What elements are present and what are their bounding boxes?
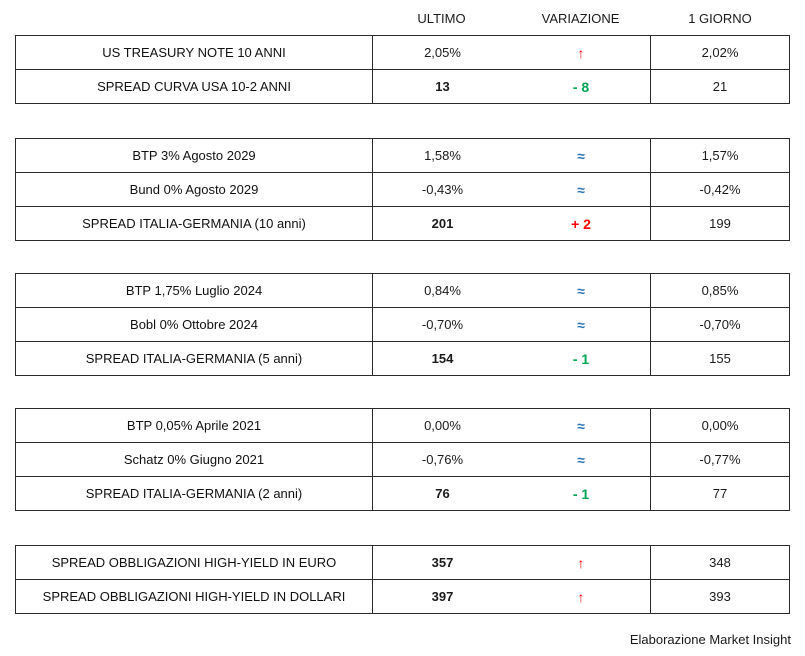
variazione-indicator: - 8: [512, 70, 651, 103]
table-header: ULTIMO VARIAZIONE 1 GIORNO: [15, 8, 790, 28]
giorno-value: 77: [712, 486, 728, 501]
ultimo-value: 2,05%: [424, 45, 461, 60]
ultimo-value: 201: [431, 216, 454, 231]
ultimo-value: 357: [431, 555, 454, 570]
row-label: SPREAD OBBLIGAZIONI HIGH-YIELD IN EURO: [16, 546, 373, 579]
table-row: BTP 3% Agosto 2029 1,58% ≈ 1,57%: [16, 139, 789, 172]
row-label: SPREAD ITALIA-GERMANIA (10 anni): [16, 207, 373, 240]
table-row: SPREAD CURVA USA 10-2 ANNI 13 - 8 21: [16, 69, 789, 103]
variazione-indicator: ≈: [512, 274, 651, 307]
header-spacer: [15, 8, 372, 28]
table-row: SPREAD ITALIA-GERMANIA (5 anni) 154 - 1 …: [16, 341, 789, 375]
variazione-indicator: - 1: [512, 477, 651, 510]
row-label: SPREAD OBBLIGAZIONI HIGH-YIELD IN DOLLAR…: [16, 580, 373, 613]
ultimo-value: 397: [431, 589, 454, 604]
giorno-value: 0,85%: [701, 283, 739, 298]
row-label: Bund 0% Agosto 2029: [16, 173, 373, 206]
italy-germany-5y-block: BTP 1,75% Luglio 2024 0,84% ≈ 0,85% Bobl…: [15, 273, 790, 376]
table-row: Schatz 0% Giugno 2021 -0,76% ≈ -0,77%: [16, 442, 789, 476]
giorno-value: -0,70%: [699, 317, 741, 332]
giorno-value: 393: [709, 589, 731, 604]
giorno-value: 2,02%: [701, 45, 739, 60]
variazione-indicator: ≈: [512, 308, 651, 341]
ultimo-value: 76: [435, 486, 450, 501]
row-label: Schatz 0% Giugno 2021: [16, 443, 373, 476]
table-row: Bund 0% Agosto 2029 -0,43% ≈ -0,42%: [16, 172, 789, 206]
giorno-value: 0,00%: [701, 418, 739, 433]
ultimo-value: 13: [435, 79, 450, 94]
variazione-indicator: ↑: [512, 546, 651, 579]
row-label: SPREAD CURVA USA 10-2 ANNI: [16, 70, 373, 103]
high-yield-block: SPREAD OBBLIGAZIONI HIGH-YIELD IN EURO 3…: [15, 545, 790, 614]
variazione-indicator: + 2: [512, 207, 651, 240]
variazione-indicator: ↑: [512, 36, 651, 69]
variazione-indicator: ↑: [512, 580, 651, 613]
row-label: BTP 0,05% Aprile 2021: [16, 409, 373, 442]
ultimo-value: -0,43%: [421, 182, 464, 197]
italy-germany-2y-block: BTP 0,05% Aprile 2021 0,00% ≈ 0,00% Scha…: [15, 408, 790, 511]
giorno-value: 1,57%: [701, 148, 739, 163]
ultimo-value: 0,00%: [424, 418, 461, 433]
row-label: BTP 3% Agosto 2029: [16, 139, 373, 172]
ultimo-value: 154: [431, 351, 454, 366]
table-row: BTP 0,05% Aprile 2021 0,00% ≈ 0,00%: [16, 409, 789, 442]
giorno-value: 21: [712, 79, 728, 94]
row-label: Bobl 0% Ottobre 2024: [16, 308, 373, 341]
us-treasury-block: US TREASURY NOTE 10 ANNI 2,05% ↑ 2,02% S…: [15, 35, 790, 104]
table-row: SPREAD OBBLIGAZIONI HIGH-YIELD IN DOLLAR…: [16, 579, 789, 613]
ultimo-value: 1,58%: [424, 148, 461, 163]
ultimo-value: -0,76%: [421, 452, 464, 467]
row-label: BTP 1,75% Luglio 2024: [16, 274, 373, 307]
variazione-indicator: ≈: [512, 173, 651, 206]
col-header-variazione: VARIAZIONE: [541, 10, 620, 26]
row-label: SPREAD ITALIA-GERMANIA (2 anni): [16, 477, 373, 510]
table-row: Bobl 0% Ottobre 2024 -0,70% ≈ -0,70%: [16, 307, 789, 341]
table-row: BTP 1,75% Luglio 2024 0,84% ≈ 0,85%: [16, 274, 789, 307]
italy-germany-10y-block: BTP 3% Agosto 2029 1,58% ≈ 1,57% Bund 0%…: [15, 138, 790, 241]
ultimo-value: 0,84%: [424, 283, 461, 298]
variazione-indicator: ≈: [512, 139, 651, 172]
table-row: US TREASURY NOTE 10 ANNI 2,05% ↑ 2,02%: [16, 36, 789, 69]
col-header-1giorno: 1 GIORNO: [688, 10, 752, 26]
variazione-indicator: ≈: [512, 443, 651, 476]
source-caption: Elaborazione Market Insight: [629, 632, 791, 647]
col-header-ultimo: ULTIMO: [417, 10, 466, 26]
variazione-indicator: - 1: [512, 342, 651, 375]
giorno-value: 348: [709, 555, 731, 570]
table-row: SPREAD ITALIA-GERMANIA (10 anni) 201 + 2…: [16, 206, 789, 240]
row-label: SPREAD ITALIA-GERMANIA (5 anni): [16, 342, 373, 375]
ultimo-value: -0,70%: [421, 317, 464, 332]
giorno-value: -0,77%: [699, 452, 741, 467]
table-row: SPREAD OBBLIGAZIONI HIGH-YIELD IN EURO 3…: [16, 546, 789, 579]
table-row: SPREAD ITALIA-GERMANIA (2 anni) 76 - 1 7…: [16, 476, 789, 510]
giorno-value: 155: [709, 351, 731, 366]
row-label: US TREASURY NOTE 10 ANNI: [16, 36, 373, 69]
giorno-value: 199: [709, 216, 731, 231]
variazione-indicator: ≈: [512, 409, 651, 442]
giorno-value: -0,42%: [699, 182, 741, 197]
